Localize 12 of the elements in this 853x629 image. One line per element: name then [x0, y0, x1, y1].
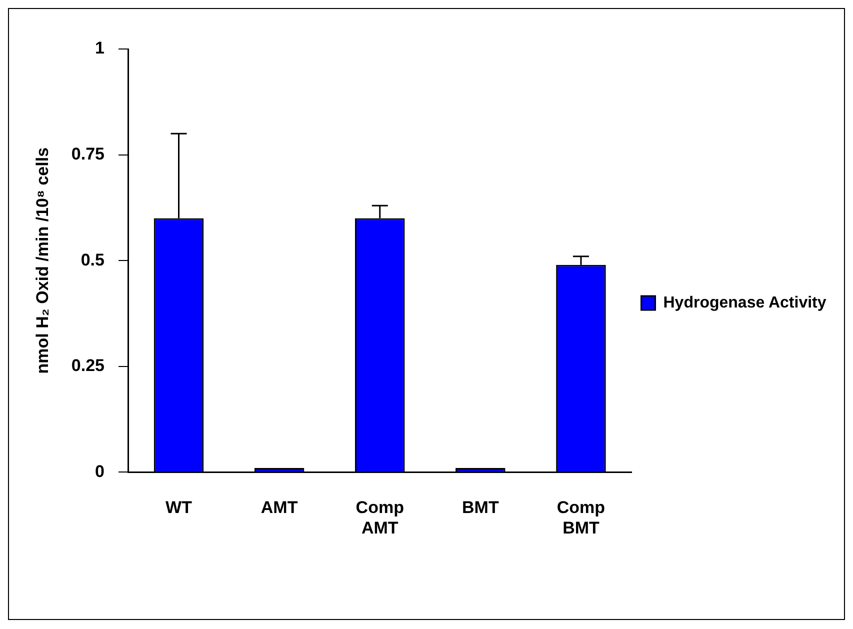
y-tick-label: 0.25 [71, 356, 104, 376]
y-axis-title: nmol H₂ Oxid /min /10⁸ cells [32, 147, 52, 374]
x-tick-label: Comp AMT [356, 498, 404, 538]
y-tick-label: 0.75 [71, 144, 104, 164]
y-tick-label: 1 [95, 38, 104, 58]
y-tick-label: 0.5 [80, 250, 104, 270]
x-tick-label: AMT [260, 498, 298, 518]
y-tick-label: 0 [95, 462, 104, 481]
x-tick-label: WT [166, 498, 193, 518]
legend-label: Hydrogenase Activity [663, 294, 826, 312]
x-tick-label: BMT [462, 498, 500, 518]
x-tick-label: Comp BMT [556, 498, 606, 538]
